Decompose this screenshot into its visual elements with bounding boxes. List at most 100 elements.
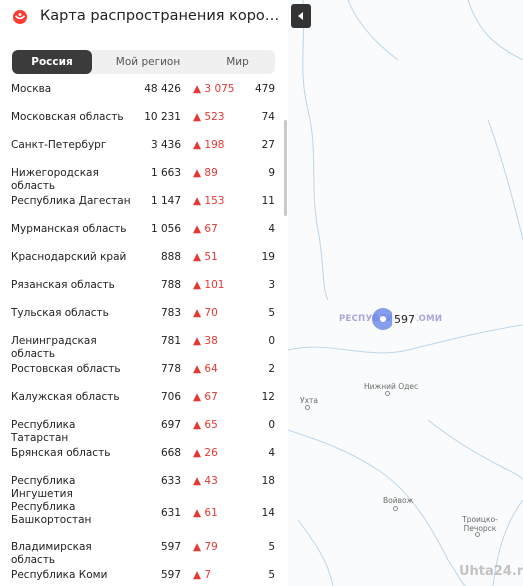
new-cases-value: 51 — [204, 251, 218, 263]
total-cases: 597 — [160, 541, 181, 553]
new-cases-value: 70 — [204, 307, 218, 319]
table-row[interactable]: Республика Ингушетия 633 ▲ 43 18 — [0, 468, 283, 500]
deaths-count: 0 — [268, 419, 275, 431]
deaths-count: 5 — [268, 541, 275, 553]
new-cases-value: 101 — [204, 279, 225, 291]
region-case-count: 597 — [392, 313, 417, 326]
region-tabs: Россия Мой регион Мир — [12, 50, 275, 74]
chevron-left-icon — [298, 12, 303, 20]
new-cases-value: 64 — [204, 363, 218, 375]
new-cases-value: 67 — [204, 391, 218, 403]
deaths-count: 0 — [268, 335, 275, 347]
town-marker — [305, 405, 310, 410]
total-cases: 1 056 — [150, 223, 181, 235]
scrollbar[interactable] — [283, 40, 288, 586]
region-name: Нижегородская область — [11, 167, 99, 192]
table-row[interactable]: Брянская область 668 ▲ 26 4 — [0, 440, 283, 468]
new-cases-value: 7 — [204, 569, 212, 581]
total-cases: 783 — [160, 307, 181, 319]
region-case-marker[interactable] — [372, 308, 394, 330]
table-row[interactable]: Калужская область 706 ▲ 67 12 — [0, 384, 283, 412]
deaths-count: 9 — [268, 167, 275, 179]
total-cases: 706 — [160, 391, 181, 403]
new-cases-value: 43 — [204, 475, 218, 487]
table-row[interactable]: Санкт-Петербург 3 436 ▲ 198 27 — [0, 132, 283, 160]
new-cases-value: 79 — [204, 541, 218, 553]
new-cases: ▲ 153 — [193, 195, 225, 207]
region-name: Ростовская область — [11, 363, 121, 375]
table-row[interactable]: Мурманская область 1 056 ▲ 67 4 — [0, 216, 283, 244]
deaths-count: 3 — [268, 279, 275, 291]
new-cases: ▲ 67 — [193, 391, 218, 403]
total-cases: 781 — [160, 335, 181, 347]
table-row[interactable]: Московская область 10 231 ▲ 523 74 — [0, 104, 283, 132]
map-area[interactable] — [288, 0, 523, 586]
deaths-count: 4 — [268, 223, 275, 235]
coronavirus-logo-icon — [13, 10, 27, 24]
new-cases: ▲ 89 — [193, 167, 218, 179]
table-row[interactable]: Тульская область 783 ▲ 70 5 — [0, 300, 283, 328]
total-cases: 48 426 — [144, 83, 181, 95]
table-row[interactable]: Владимирская область 597 ▲ 79 5 — [0, 534, 283, 566]
tab-world[interactable]: Мир — [226, 56, 249, 68]
region-name: Республика Дагестан — [11, 195, 131, 207]
deaths-count: 2 — [268, 363, 275, 375]
new-cases: ▲ 101 — [193, 279, 225, 291]
table-row[interactable]: Краснодарский край 888 ▲ 51 19 — [0, 244, 283, 272]
new-cases: ▲ 3 075 — [193, 83, 235, 95]
table-row[interactable]: Ленинградская область 781 ▲ 38 0 — [0, 328, 283, 360]
region-name: Московская область — [11, 111, 124, 123]
town-marker — [475, 532, 480, 537]
total-cases: 631 — [160, 507, 181, 519]
total-cases: 633 — [160, 475, 181, 487]
new-cases-value: 3 075 — [204, 83, 235, 95]
deaths-count: 5 — [268, 569, 275, 581]
region-name: Мурманская область — [11, 223, 127, 235]
region-name: Рязанская область — [11, 279, 115, 291]
map-rivers — [288, 0, 523, 586]
table-row[interactable]: Москва 48 426 ▲ 3 075 479 — [0, 76, 283, 104]
table-row[interactable]: Республика Дагестан 1 147 ▲ 153 11 — [0, 188, 283, 216]
table-row[interactable]: Нижегородская область 1 663 ▲ 89 9 — [0, 160, 283, 192]
total-cases: 778 — [160, 363, 181, 375]
stats-panel: Карта распространения коронавируса в ...… — [0, 0, 288, 586]
new-cases: ▲ 67 — [193, 223, 218, 235]
region-name: Брянская область — [11, 447, 111, 459]
tab-my-region[interactable]: Мой регион — [115, 56, 181, 68]
total-cases: 597 — [160, 569, 181, 581]
new-cases: ▲ 70 — [193, 307, 218, 319]
panel-header: Карта распространения коронавируса в ... — [0, 0, 288, 40]
deaths-count: 5 — [268, 307, 275, 319]
new-cases-value: 67 — [204, 223, 218, 235]
new-cases-value: 26 — [204, 447, 218, 459]
town-label-voyvozh: Войвож — [383, 496, 414, 505]
new-cases: ▲ 38 — [193, 335, 218, 347]
total-cases: 788 — [160, 279, 181, 291]
new-cases-value: 61 — [204, 507, 218, 519]
new-cases: ▲ 64 — [193, 363, 218, 375]
scrollbar-thumb[interactable] — [284, 120, 287, 216]
new-cases: ▲ 43 — [193, 475, 218, 487]
table-row[interactable]: Республика Коми 597 ▲ 7 5 — [0, 562, 283, 586]
marker-center — [380, 316, 386, 322]
table-row[interactable]: Рязанская область 788 ▲ 101 3 — [0, 272, 283, 300]
region-name: Республика Коми — [11, 569, 108, 581]
new-cases-value: 89 — [204, 167, 218, 179]
town-label-ukhta: Ухта — [300, 396, 318, 405]
new-cases-value: 38 — [204, 335, 218, 347]
deaths-count: 27 — [261, 139, 275, 151]
deaths-count: 11 — [261, 195, 275, 207]
site-watermark: Uhta24.ru — [459, 564, 523, 579]
region-name: Краснодарский край — [11, 251, 127, 263]
table-row[interactable]: Республика Татарстан 697 ▲ 65 0 — [0, 412, 283, 444]
table-row[interactable]: Республика Башкортостан 631 ▲ 61 14 — [0, 500, 283, 528]
deaths-count: 14 — [261, 507, 275, 519]
table-row[interactable]: Ростовская область 778 ▲ 64 2 — [0, 356, 283, 384]
deaths-count: 18 — [261, 475, 275, 487]
collapse-panel-button[interactable] — [291, 4, 311, 28]
tab-russia[interactable]: Россия — [12, 50, 92, 74]
new-cases: ▲ 7 — [193, 569, 212, 581]
page-title: Карта распространения коронавируса в ... — [40, 8, 284, 24]
town-marker — [393, 506, 398, 511]
region-name: Санкт-Петербург — [11, 139, 107, 151]
